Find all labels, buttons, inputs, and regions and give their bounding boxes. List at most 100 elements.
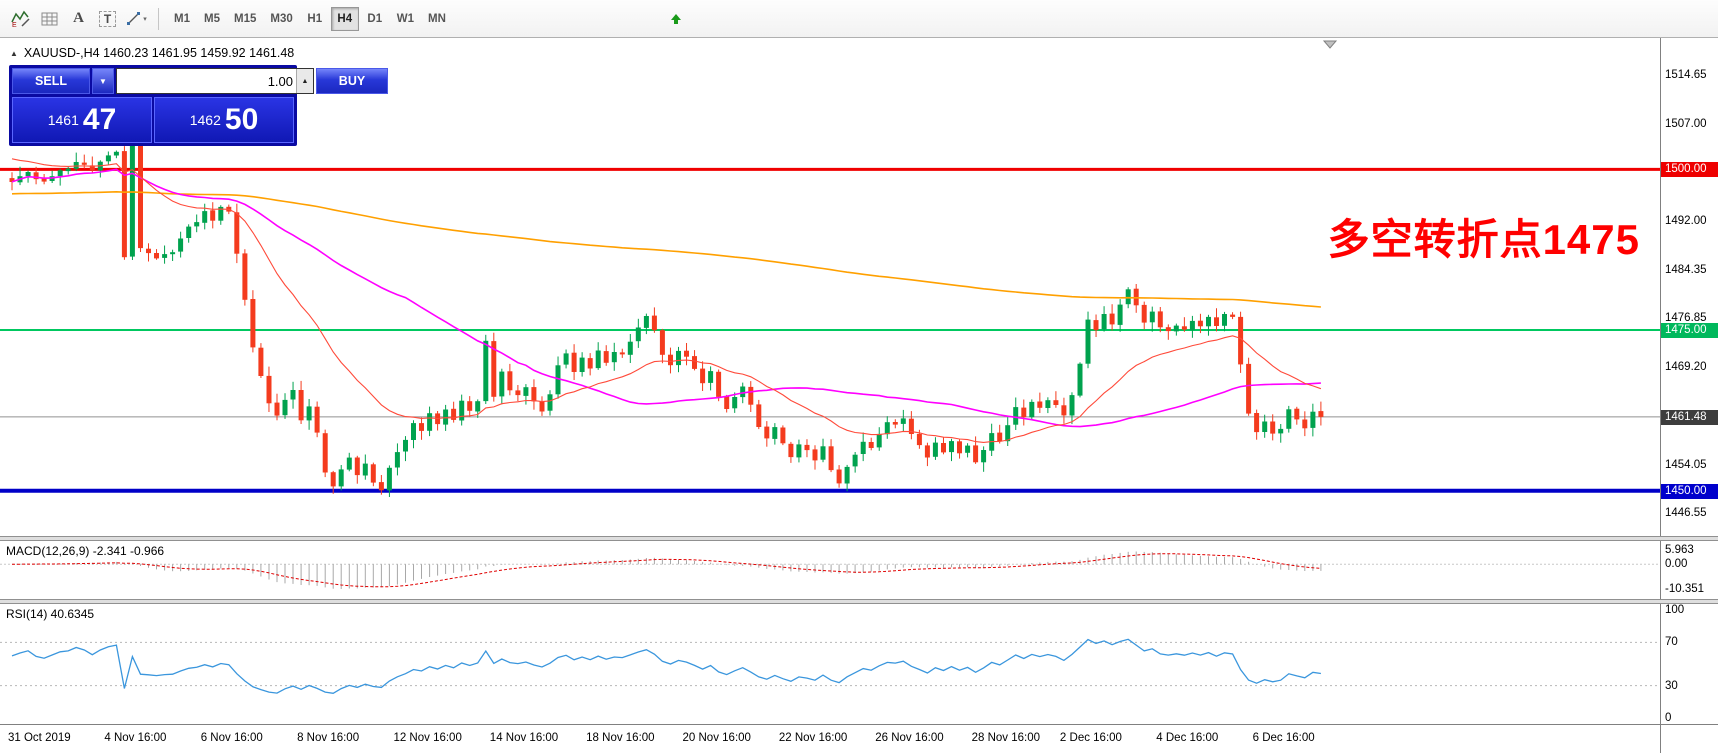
timeframe-selector: M1 M5 M15 M30 H1 H4 D1 W1 MN — [168, 6, 452, 31]
macd-signal-line — [11, 553, 1321, 588]
toolbar: E A T ▾ M1 M5 M15 M30 H1 H4 D1 W1 MN — [0, 0, 1718, 38]
collapse-panel-icon[interactable]: ▲ — [10, 48, 18, 58]
timeframe-button-w1[interactable]: W1 — [391, 7, 420, 31]
price-level-tag: 1461.48 — [1661, 409, 1718, 425]
trade-panel-prices: 1461 47 1462 50 — [12, 97, 294, 143]
symbol-ohlc-text: XAUUSD-,H4 1460.23 1461.95 1459.92 1461.… — [23, 46, 295, 60]
grid-icon-graphic — [41, 12, 57, 25]
svg-text:E: E — [12, 22, 17, 28]
macd-axis-label: -10.351 — [1665, 583, 1705, 596]
time-axis-label: 4 Dec 16:00 — [1156, 732, 1219, 744]
price-axis-label: 1514.65 — [1665, 69, 1707, 82]
price-axis-label: 1469.20 — [1665, 361, 1707, 374]
price-axis-label: 1484.35 — [1665, 263, 1707, 276]
macd-pane[interactable]: 5.963 0.00 -10.351 MACD(12,26,9) -2.341 -0… — [0, 541, 1718, 599]
time-axis-label: 14 Nov 16:00 — [489, 732, 559, 744]
time-axis-label: 20 Nov 16:00 — [682, 732, 751, 744]
pane-separator[interactable] — [0, 536, 1718, 541]
time-axis-label: 28 Nov 16:00 — [971, 732, 1041, 744]
chevron-down-icon: ▼ — [99, 76, 107, 86]
timeframe-button-h4[interactable]: H4 — [330, 6, 359, 31]
chart-header: ▲ XAUUSD-,H4 1460.23 1461.95 1459.92 146… — [10, 46, 294, 60]
time-axis-label: 4 Nov 16:00 — [104, 732, 167, 744]
candlestick-chart-canvas[interactable] — [0, 38, 1660, 536]
time-axis-label: 22 Nov 16:00 — [778, 732, 848, 744]
bid-main: 1461 — [47, 112, 79, 128]
volume-increase-button[interactable]: ▲ — [296, 69, 313, 93]
volume-input[interactable] — [117, 69, 296, 93]
rsi-axis-label: 70 — [1665, 636, 1678, 649]
grid-icon[interactable] — [35, 5, 64, 32]
text-tool-glyph: T — [98, 10, 117, 27]
rsi-axis-label: 100 — [1665, 604, 1685, 616]
time-axis-label: 12 Nov 16:00 — [393, 732, 462, 744]
ma-fast-line — [11, 158, 1322, 443]
rsi-chart-canvas[interactable] — [0, 604, 1660, 724]
rsi-label: RSI(14) 40.6345 — [6, 607, 95, 621]
rsi-pane[interactable]: 100 70 30 0 RSI(14) 40.6345 — [0, 604, 1718, 724]
ask-main: 1462 — [189, 112, 221, 128]
toolbar-separator — [158, 7, 159, 30]
trendline-icon-graphic — [127, 12, 141, 25]
arrow-up-icon — [670, 13, 682, 25]
time-axis-label: 6 Dec 16:00 — [1252, 732, 1315, 744]
macd-axis-label: 5.963 — [1665, 543, 1694, 556]
text-tool-icon[interactable]: T — [93, 5, 122, 32]
price-axis-label: 1476.85 — [1665, 312, 1707, 325]
time-axis[interactable]: 31 Oct 2019 4 Nov 16:00 6 Nov 16:00 8 Nov 1… — [0, 724, 1718, 753]
rsi-line — [11, 638, 1321, 694]
time-axis-label: 8 Nov 16:00 — [297, 732, 360, 744]
main-chart-pane[interactable]: 1514.65 1507.00 1500.00 1492.00 1484.35 1476.… — [0, 38, 1718, 536]
macd-axis[interactable]: 5.963 0.00 -10.351 — [1660, 541, 1718, 599]
chart-annotation: 多空转折点1475 — [1327, 216, 1640, 263]
arrow-up-icon-graphic — [670, 13, 681, 24]
candles — [9, 139, 1324, 497]
one-click-trading-panel: SELL ▼ ▲ BUY 1461 47 — [9, 65, 388, 146]
pane-separator[interactable] — [0, 599, 1718, 604]
rsi-axis[interactable]: 100 70 30 0 — [1660, 604, 1718, 724]
timeframe-button-mn[interactable]: MN — [422, 7, 452, 31]
timeframe-button-m15[interactable]: M15 — [228, 7, 262, 31]
chevron-down-icon: ▾ — [143, 15, 147, 23]
timeframe-button-h1[interactable]: H1 — [301, 7, 329, 31]
trade-panel-controls: SELL ▼ ▲ BUY — [12, 68, 388, 94]
chart-area: 1514.65 1507.00 1500.00 1492.00 1484.35 1476.… — [0, 38, 1718, 753]
macd-axis-label: 0.00 — [1665, 558, 1688, 571]
time-axis-label: 6 Nov 16:00 — [200, 732, 263, 744]
timeframe-button-m5[interactable]: M5 — [198, 7, 226, 31]
volume-field: ▲ — [116, 68, 314, 94]
chart-shift-marker[interactable] — [1322, 40, 1338, 49]
price-axis-label: 1507.00 — [1665, 118, 1707, 131]
macd-label: MACD(12,26,9) -2.341 -0.966 — [6, 544, 165, 558]
timeframe-button-m30[interactable]: M30 — [264, 7, 298, 31]
volume-dropdown-button[interactable]: ▼ — [92, 68, 114, 94]
time-axis-label: 2 Dec 16:00 — [1059, 732, 1122, 744]
buy-button[interactable]: BUY — [316, 68, 388, 94]
time-axis-label: 18 Nov 16:00 — [586, 732, 655, 744]
ma-mid-line — [11, 168, 1321, 428]
macd-histogram — [19, 551, 1322, 589]
macd-chart-canvas[interactable] — [0, 541, 1660, 599]
ask-pips: 50 — [224, 103, 259, 136]
price-level-tag: 1500.00 — [1661, 162, 1718, 178]
text-label-tool-icon[interactable]: A — [64, 5, 93, 32]
time-axis-label: 26 Nov 16:00 — [875, 732, 944, 744]
ask-price-box[interactable]: 1462 50 — [154, 97, 294, 143]
ma-slow-line — [11, 190, 1321, 308]
axis-corner — [1660, 725, 1718, 753]
rsi-axis-label: 30 — [1665, 679, 1678, 692]
price-axis-label: 1454.05 — [1665, 458, 1707, 471]
bid-price-box[interactable]: 1461 47 — [12, 97, 152, 143]
timeframe-button-d1[interactable]: D1 — [361, 7, 389, 31]
sell-button[interactable]: SELL — [12, 68, 90, 94]
time-axis-label: 31 Oct 2019 — [8, 732, 71, 744]
drawing-tools-icon[interactable]: ▾ — [122, 5, 151, 32]
indicator-list-icon[interactable]: E — [6, 5, 35, 32]
price-axis[interactable]: 1514.65 1507.00 1500.00 1492.00 1484.35 1476.… — [1660, 38, 1718, 536]
price-level-tag: 1475.00 — [1661, 323, 1718, 339]
price-level-tag: 1450.00 — [1661, 483, 1718, 499]
timeframe-button-m1[interactable]: M1 — [168, 7, 196, 31]
indicator-list-icon-graphic: E — [10, 10, 30, 28]
rsi-axis-label: 0 — [1665, 712, 1672, 724]
